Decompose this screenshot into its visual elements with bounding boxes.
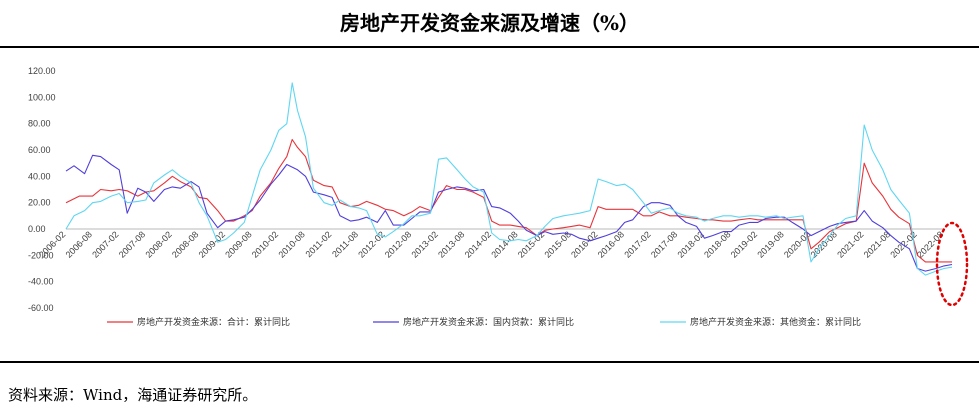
- x-tick-label: 2009-08: [223, 229, 253, 259]
- x-tick-label: 2021-02: [835, 229, 865, 259]
- x-tick-label: 2012-08: [383, 229, 413, 259]
- x-tick-label: 2009-02: [197, 229, 227, 259]
- x-tick-label: 2006-08: [64, 229, 94, 259]
- y-tick-label: 20.00: [28, 198, 51, 208]
- y-tick-label: 80.00: [28, 119, 51, 129]
- y-tick-label: 120.00: [28, 66, 56, 76]
- x-tick-label: 2010-02: [250, 229, 280, 259]
- x-tick-label: 2017-02: [622, 229, 652, 259]
- x-tick-label: 2020-08: [809, 229, 839, 259]
- x-tick-label: 2008-02: [143, 229, 173, 259]
- legend-label: 房地产开发资金来源：合计：累计同比: [137, 316, 290, 328]
- legend-label: 房地产开发资金来源：国内贷款：累计同比: [403, 316, 574, 328]
- y-tick-label: 60.00: [28, 145, 51, 155]
- legend-label: 房地产开发资金来源：其他资金：累计同比: [690, 316, 861, 328]
- y-tick-label: 40.00: [28, 171, 51, 181]
- x-tick-label: 2013-02: [409, 229, 439, 259]
- y-tick-label: 0.00: [28, 224, 46, 234]
- page-title: 房地产开发资金来源及增速（%）: [339, 11, 639, 35]
- y-tick-label: -20.00: [28, 250, 54, 260]
- x-tick-label: 2016-02: [569, 229, 599, 259]
- series-lines: [65, 82, 953, 276]
- y-axis: 120.00 100.00 80.00 60.00 40.00 20.00 0.00 -20.…: [28, 66, 56, 313]
- x-tick-label: 2012-02: [356, 229, 386, 259]
- y-tick-label: -60.00: [28, 303, 54, 313]
- x-tick-label: 2013-08: [436, 229, 466, 259]
- x-tick-label: 2008-08: [170, 229, 200, 259]
- highlight-circle: [935, 221, 969, 307]
- x-tick-label: 2011-08: [330, 229, 360, 259]
- x-tick-label: 2015-02: [516, 229, 546, 259]
- x-tick-label: 2007-02: [90, 229, 120, 259]
- x-tick-label: 2010-08: [276, 229, 306, 259]
- series-line-3: [65, 82, 953, 276]
- bottom-divider: [0, 361, 979, 363]
- x-tick-label: 2017-08: [649, 229, 679, 259]
- x-tick-label: 2007-08: [117, 229, 147, 259]
- source-note: 资料来源：Wind，海通证券研究所。: [8, 386, 258, 404]
- x-tick-label: 2019-02: [729, 229, 759, 259]
- x-tick-label: 2014-08: [489, 229, 519, 259]
- y-tick-label: 100.00: [28, 92, 56, 102]
- line-chart: 120.00 100.00 80.00 60.00 40.00 20.00 0.00 -20.…: [28, 66, 969, 328]
- x-tick-label: 2019-08: [755, 229, 785, 259]
- x-tick-label: 2014-02: [463, 229, 493, 259]
- x-tick-label: 2021-08: [862, 229, 892, 259]
- chart-legend: 房地产开发资金来源：合计：累计同比 房地产开发资金来源：国内贷款：累计同比 房地产开…: [107, 316, 861, 328]
- title-divider: [0, 46, 979, 48]
- y-tick-label: -40.00: [28, 277, 54, 287]
- x-tick-label: 2011-02: [304, 229, 334, 259]
